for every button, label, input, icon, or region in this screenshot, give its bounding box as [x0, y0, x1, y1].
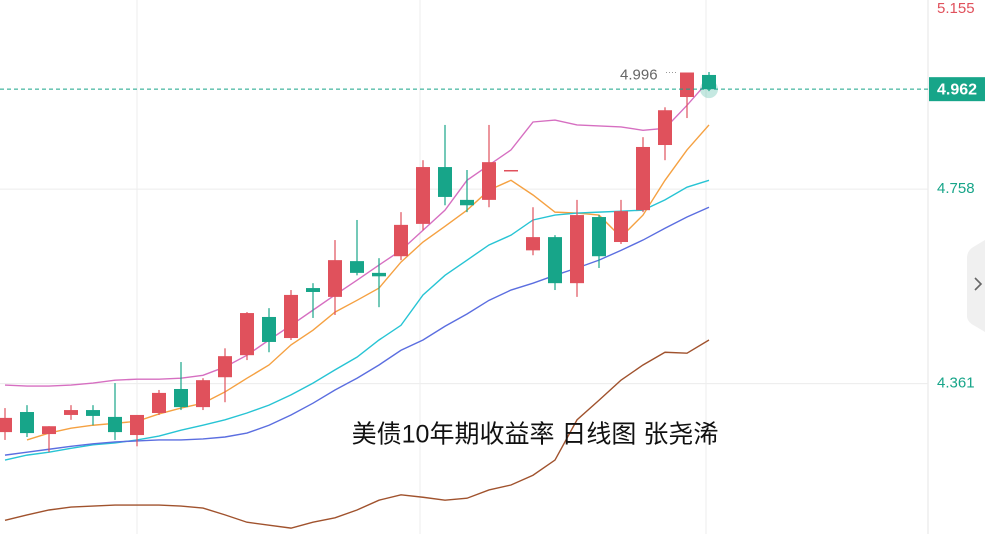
- candle-body: [658, 110, 672, 146]
- candle-body: [130, 414, 144, 436]
- y-tick-label: 5.155: [937, 0, 975, 17]
- y-tick-label: 4.361: [937, 375, 975, 392]
- candle-body: [86, 410, 100, 416]
- candle-body: [328, 260, 342, 297]
- candle-body: [702, 74, 716, 90]
- candle-body: [416, 167, 430, 224]
- candle-body: [526, 237, 540, 251]
- candle-body: [152, 392, 166, 413]
- candle-body: [218, 356, 232, 378]
- candle-body: [0, 417, 12, 433]
- candle-body: [64, 410, 78, 415]
- candle-body: [482, 162, 496, 200]
- last-price-tag: [929, 77, 985, 102]
- candle-body: [262, 316, 276, 342]
- candle-body: [350, 261, 364, 273]
- ma-line: [4, 206, 710, 456]
- candle-body: [394, 224, 408, 257]
- candle-body: [592, 217, 606, 257]
- candle-body: [548, 237, 562, 284]
- candle-body: [680, 72, 694, 98]
- candle-body: [42, 426, 56, 435]
- candle-body: [504, 169, 518, 172]
- ma-line: [4, 79, 710, 387]
- side-tab[interactable]: [967, 240, 985, 332]
- candle-body: [20, 412, 34, 434]
- candle-body: [284, 294, 298, 339]
- candle-body: [438, 167, 452, 197]
- candle-body: [372, 272, 386, 277]
- high-label: 4.996: [620, 66, 658, 83]
- candle-body: [174, 388, 188, 408]
- candle-body: [196, 380, 210, 408]
- ma-line: [4, 339, 710, 529]
- chart-title: 美债10年期收益率 日线图 张尧浠: [352, 421, 719, 449]
- side-tab-arrow[interactable]: [974, 277, 983, 291]
- candle-body: [306, 288, 320, 292]
- candle-body: [570, 215, 584, 284]
- candle-body: [240, 313, 254, 356]
- y-tick-label: 4.758: [937, 180, 975, 197]
- candle-body: [614, 211, 628, 243]
- candle-body: [460, 199, 474, 206]
- last-price-label: 4.962: [937, 81, 977, 98]
- candle-body: [108, 416, 122, 433]
- candle-body: [636, 146, 650, 211]
